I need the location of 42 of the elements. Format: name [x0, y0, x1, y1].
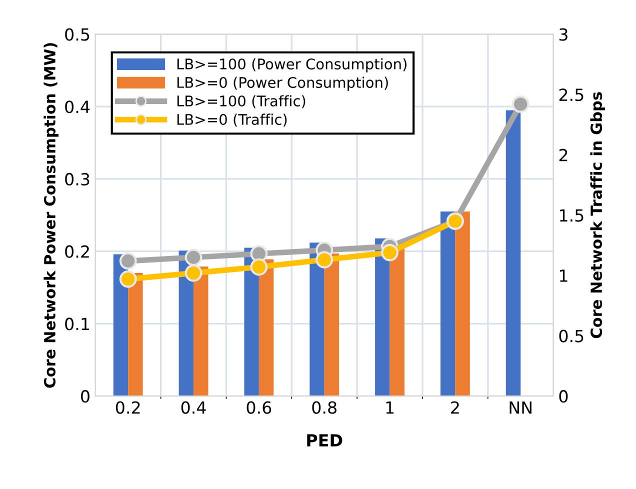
point — [119, 270, 137, 288]
x-tick-label: 0.4 — [181, 401, 206, 414]
x-tick-label: 0.8 — [312, 401, 336, 414]
y2-tick-label: 3 — [559, 28, 568, 41]
point — [184, 264, 202, 282]
legend-label: LB>=0 (Power Consumption) — [177, 76, 388, 91]
y2-tick-label: 0 — [559, 390, 568, 403]
bar — [440, 212, 456, 396]
point — [250, 258, 268, 276]
point — [381, 244, 398, 262]
x-axis-title: PED — [307, 434, 342, 446]
y-tick-label: 0.2 — [65, 245, 89, 258]
y-tick-label: 0 — [81, 390, 90, 403]
point — [512, 96, 530, 113]
y2-tick-label: 1 — [560, 270, 568, 282]
bar — [506, 110, 521, 396]
x-tick-label: 2 — [451, 401, 459, 414]
x-tick-label: 0.2 — [116, 401, 140, 414]
bar — [258, 259, 274, 396]
bar — [455, 212, 470, 396]
legend-label: LB>=100 (Traffic) — [177, 95, 306, 108]
y-tick-label: 0.3 — [65, 172, 90, 186]
y-tick-label: 0.1 — [65, 318, 89, 330]
x-tick-label: 1 — [386, 401, 394, 414]
x-tick-label: 0.6 — [246, 401, 272, 414]
point — [184, 248, 202, 266]
legend-label: LB>=0 (Traffic) — [177, 114, 287, 127]
y2-tick-label: 2 — [559, 148, 568, 162]
legend-label: LB>=100 (Power Consumption) — [177, 58, 406, 72]
bar — [324, 254, 340, 396]
y-axis-title: Core Network Power Consumption (MW) — [44, 43, 58, 388]
y2-tick-label: 0.5 — [559, 330, 584, 342]
x-tick-label: NN — [510, 401, 532, 414]
y-tick-label: 0.4 — [65, 100, 90, 114]
point — [119, 252, 137, 270]
bar — [128, 273, 143, 396]
bar — [194, 266, 208, 396]
y2-axis-title: Core Network Traffic in Gbps — [590, 92, 606, 338]
y2-tick-label: 2.5 — [559, 88, 584, 102]
y2-tick-label: 1.5 — [560, 209, 584, 222]
point — [316, 251, 334, 268]
y-tick-label: 0.5 — [65, 28, 90, 41]
